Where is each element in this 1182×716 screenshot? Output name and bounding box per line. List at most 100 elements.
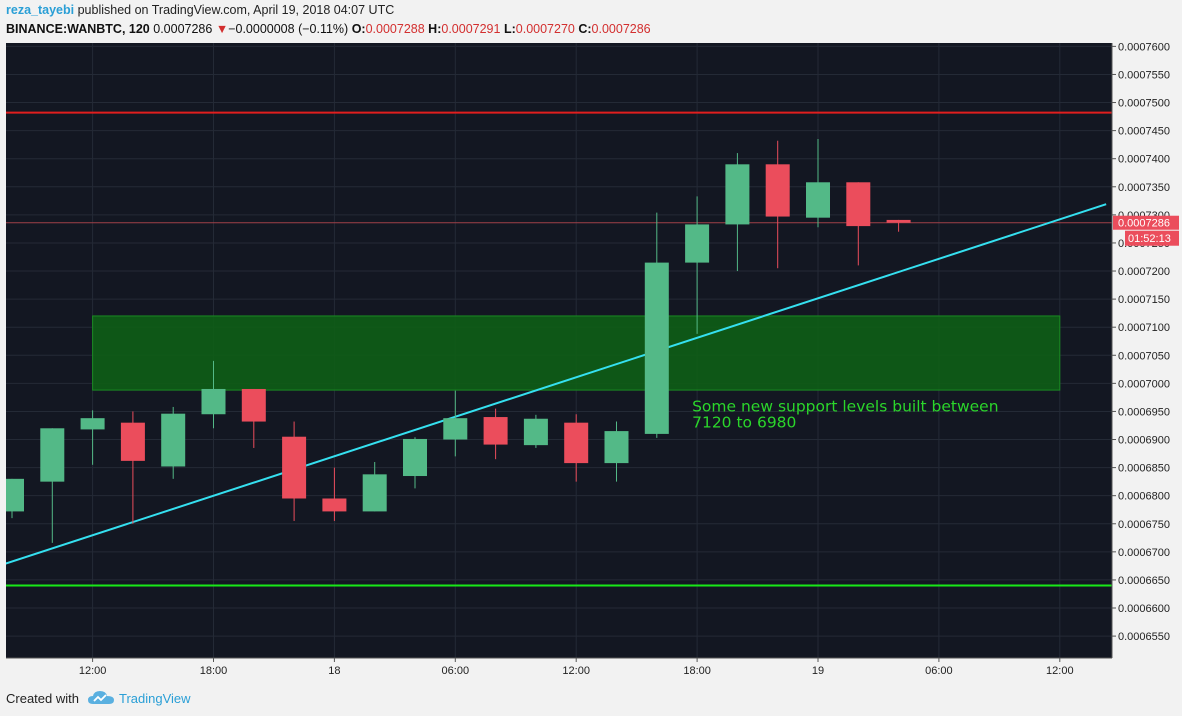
ohlc-legend: BINANCE:WANBTC, 120 0.0007286 ▼−0.000000… [6,22,651,36]
time-tick-label: 12:00 [562,665,590,677]
candle-body [282,436,307,499]
candle[interactable] [886,219,911,232]
time-tick-label: 19 [812,665,824,677]
candle[interactable] [806,139,830,228]
time-tick-label: 12:00 [79,665,107,677]
candle-body [161,413,186,467]
candle[interactable] [201,360,226,429]
candle-body [604,431,629,464]
tradingview-link[interactable]: TradingView [118,690,191,706]
support-zone-rect[interactable] [92,315,1061,391]
price-tick-label: 0.0006800 [1118,491,1170,503]
candle[interactable] [846,182,871,266]
price-tick-label: 0.0007200 [1118,266,1170,278]
candle-body [80,418,105,430]
price-tick-label: 0.0007500 [1118,98,1170,110]
last-price-value: 0.0007286 [153,22,213,36]
price-tick-label: 0.0007350 [1118,182,1170,194]
candle-body [886,219,911,223]
time-tick-label: 18 [328,665,340,677]
candle-body [806,182,830,218]
publish-info: reza_tayebi published on TradingView.com… [6,3,394,17]
candle[interactable] [282,421,307,521]
candle-body [644,262,669,434]
candle-body [564,422,589,464]
price-tick-label: 0.0007000 [1118,378,1170,390]
price-tick-label: 0.0006750 [1118,519,1170,531]
open-label: O: [351,22,366,36]
annotation-line: 7120 to 6980 [692,413,796,431]
price-tick-label: 0.0007150 [1118,294,1170,306]
price-tick-label: 0.0007550 [1118,69,1170,81]
candle[interactable] [362,461,387,512]
left-margin [0,43,6,658]
close-value: 0.0007286 [591,22,651,36]
candle[interactable] [604,421,629,482]
author-name[interactable]: reza_tayebi [6,3,75,17]
candle[interactable] [40,428,65,543]
support-zone [92,315,1061,391]
low-label: L: [503,22,516,36]
price-tick-label: 0.0006900 [1118,435,1170,447]
trendline [0,203,1107,568]
price-tick-label: 0.0006650 [1118,575,1170,587]
candle-body [725,164,750,225]
candle-body [403,438,427,477]
candle[interactable] [80,410,105,465]
symbol-label: BINANCE:WANBTC, 120 [6,22,150,36]
candle[interactable] [241,388,266,448]
candle-body [523,418,548,446]
candle[interactable] [523,414,548,448]
price-tick-label: 0.0006700 [1118,547,1170,559]
down-arrow-icon: ▼ [215,22,229,36]
candle[interactable] [725,153,750,272]
candle[interactable] [644,212,669,438]
candle[interactable] [483,408,508,460]
candle[interactable] [443,390,468,457]
time-tick-label: 12:00 [1046,665,1074,677]
last-price-tag [1113,215,1179,230]
time-axis[interactable] [0,658,1182,680]
candle-body [322,498,347,512]
trendline-line[interactable] [0,203,1107,568]
candle[interactable] [765,140,790,269]
candle-body [241,388,266,422]
price-tick-label: 0.0007050 [1118,350,1170,362]
horizontal-lines [6,111,1112,587]
time-tick-label: 06:00 [925,665,953,677]
price-tags: 0.0007286 01:52:13 [1113,215,1179,246]
candle-body [201,388,226,415]
candle-body [846,182,871,227]
candle-body [362,474,387,512]
time-tick-label: 18:00 [683,665,711,677]
price-axis[interactable] [1112,43,1182,658]
low-value: 0.0007270 [515,22,575,36]
price-tick-label: 0.0006600 [1118,603,1170,615]
price-tick-label: 0.0007600 [1118,41,1170,53]
annotation-text: Some new support levels built between712… [692,397,998,431]
candle-body [40,428,65,482]
price-tick-label: 0.0007400 [1118,154,1170,166]
created-with-label: Created with [6,690,79,706]
price-tick-label: 0.0006950 [1118,406,1170,418]
candle[interactable] [161,406,186,479]
candle-body [685,224,710,263]
candle-body [765,164,790,217]
countdown-text: 01:52:13 [1128,233,1171,245]
candle[interactable] [120,411,145,524]
candle[interactable] [322,467,347,521]
close-label: C: [578,22,592,36]
candle[interactable] [403,437,427,489]
price-tick-label: 0.0007450 [1118,126,1170,138]
open-value: 0.0007288 [365,22,425,36]
countdown-tag [1125,230,1179,246]
candle-body [443,418,468,440]
change-value: −0.0000008 (−0.11%) [228,22,349,36]
price-tick-label: 0.0006550 [1118,631,1170,643]
candle[interactable] [685,196,710,334]
price-tick-label: 0.0006850 [1118,463,1170,475]
candle[interactable] [564,414,589,482]
candle-body [120,422,145,461]
price-tick-label: 0.0007100 [1118,322,1170,334]
